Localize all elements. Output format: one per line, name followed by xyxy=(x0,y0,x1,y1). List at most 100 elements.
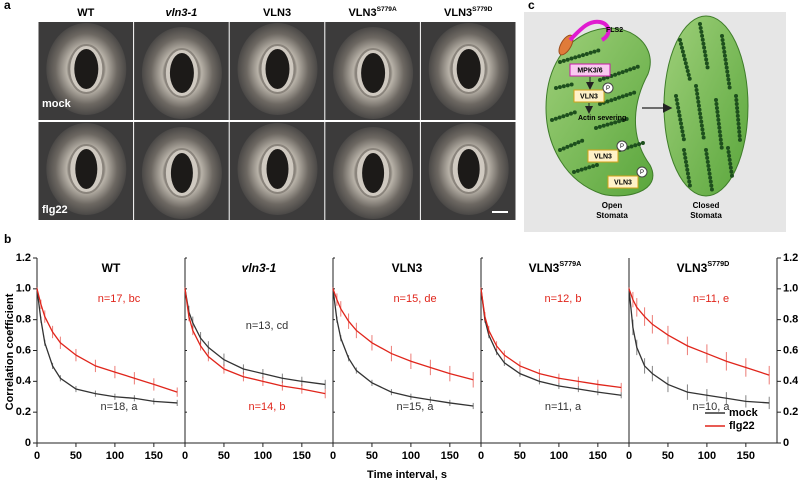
phospho-label: P xyxy=(620,144,624,150)
y-tick-label: 1.2 xyxy=(16,252,31,264)
panel-letter: a xyxy=(4,0,11,12)
closed-cell xyxy=(663,15,749,197)
column-label-text: VLN3 xyxy=(348,7,376,19)
column-label-sup: S779A xyxy=(377,6,397,13)
stoma-pore xyxy=(457,149,480,189)
x-axis-label: Time interval, s xyxy=(367,469,447,481)
x-tick-label: 50 xyxy=(218,450,230,462)
x-tick-label: 100 xyxy=(550,450,568,462)
series-annotation: n=15, de xyxy=(393,293,436,305)
series-annotation: n=13, cd xyxy=(246,320,289,332)
stoma-pore xyxy=(456,49,481,89)
chart-title-text: VLN3 xyxy=(677,261,708,275)
phospho-label: P xyxy=(640,170,644,176)
series-line xyxy=(332,288,474,407)
series-annotation: n=11, e xyxy=(693,293,729,305)
series-line xyxy=(36,288,178,393)
series-annotation: n=10, a xyxy=(692,401,730,413)
series-annotation: n=12, b xyxy=(544,293,581,305)
series-annotation: n=15, a xyxy=(396,401,434,413)
x-tick-label: 50 xyxy=(70,450,82,462)
chart-title: VLN3 xyxy=(392,261,423,275)
chart-title-text: VLN3 xyxy=(392,261,423,275)
y-tick-label: 1.0 xyxy=(16,283,31,295)
column-label: VLN3S779A xyxy=(348,6,397,19)
column-label-text: vln3-1 xyxy=(166,7,198,19)
open-label: Stomata xyxy=(596,211,628,220)
y-tick-label: 1.0 xyxy=(783,283,798,295)
column-label-text: VLN3 xyxy=(263,7,291,19)
y-tick-label: 0.8 xyxy=(16,314,31,326)
series-line xyxy=(36,288,178,404)
x-tick-label: 100 xyxy=(254,450,272,462)
column-label-text: VLN3 xyxy=(444,7,472,19)
legend-label: mock xyxy=(729,407,759,419)
protein-box xyxy=(573,89,605,103)
series-line xyxy=(628,288,770,376)
x-tick-label: 100 xyxy=(106,450,124,462)
chart-title-sup: S779A xyxy=(559,259,581,268)
stoma-pore xyxy=(169,53,194,93)
row-label: mock xyxy=(42,98,72,110)
x-tick-label: 50 xyxy=(514,450,526,462)
protein-label: VLN3 xyxy=(614,179,632,186)
x-tick-label: 0 xyxy=(330,450,336,462)
chart-title: VLN3S779D xyxy=(677,259,730,275)
x-tick-label: 150 xyxy=(145,450,163,462)
ligand xyxy=(558,34,574,56)
receptor-label: FLS2 xyxy=(606,27,623,34)
x-tick-label: 0 xyxy=(478,450,484,462)
chart-title: WT xyxy=(102,261,121,275)
x-tick-label: 0 xyxy=(626,450,632,462)
process-label: Actin severing xyxy=(578,115,626,122)
stoma-pore xyxy=(75,149,98,189)
y-tick-label: 0.6 xyxy=(783,344,798,356)
stoma-pore xyxy=(74,49,99,89)
y-tick-label: 0.4 xyxy=(16,375,32,387)
chart-title-text: vln3-1 xyxy=(242,261,277,275)
x-tick-label: 150 xyxy=(737,450,755,462)
x-tick-label: 100 xyxy=(698,450,716,462)
phospho-label: P xyxy=(606,86,610,92)
y-tick-label: 0.2 xyxy=(16,406,31,418)
y-tick-label: 0.4 xyxy=(783,375,798,387)
phospho-circle xyxy=(636,166,648,178)
series-line xyxy=(184,288,326,386)
chart-title-text: WT xyxy=(102,261,121,275)
open-label: Open xyxy=(602,201,623,210)
x-tick-label: 150 xyxy=(589,450,607,462)
y-axis-label: Correlation coefficient xyxy=(4,293,16,410)
kinase-box xyxy=(569,63,611,77)
actin-filaments xyxy=(550,22,742,192)
kinase-label: MPK3/6 xyxy=(577,67,602,74)
x-tick-label: 50 xyxy=(366,450,378,462)
chart-title-text: VLN3 xyxy=(529,261,560,275)
y-tick-label: 0 xyxy=(25,437,31,449)
legend-label: flg22 xyxy=(729,420,755,432)
stoma-pore xyxy=(170,153,193,193)
row-label: flg22 xyxy=(42,204,68,216)
closed-label: Closed xyxy=(693,201,720,210)
receptor xyxy=(568,19,611,42)
protein-label: VLN3 xyxy=(594,153,612,160)
charts: 0 50 100 150 0 0.2 0.4 0.6 0.8 1.0 1.2 WT n=18, a n=1… xyxy=(4,252,798,481)
y-tick-label: 0.8 xyxy=(783,314,798,326)
y-tick-label: 0.2 xyxy=(783,406,798,418)
stoma-pore xyxy=(265,49,290,89)
series-annotation: n=18, a xyxy=(100,401,138,413)
chart-title: VLN3S779A xyxy=(529,259,582,275)
protein-box xyxy=(607,175,639,189)
column-label-text: WT xyxy=(77,7,94,19)
series-line xyxy=(480,288,622,389)
y-tick-label: 1.2 xyxy=(783,252,798,264)
panel-letter: c xyxy=(528,0,535,12)
series-annotation: n=17, bc xyxy=(98,293,141,305)
column-label-sup: S779D xyxy=(472,6,492,13)
y-tick-label: 0.6 xyxy=(16,344,31,356)
x-tick-label: 0 xyxy=(34,450,40,462)
x-tick-label: 100 xyxy=(402,450,420,462)
series-line xyxy=(628,288,770,404)
series-line xyxy=(480,288,622,396)
